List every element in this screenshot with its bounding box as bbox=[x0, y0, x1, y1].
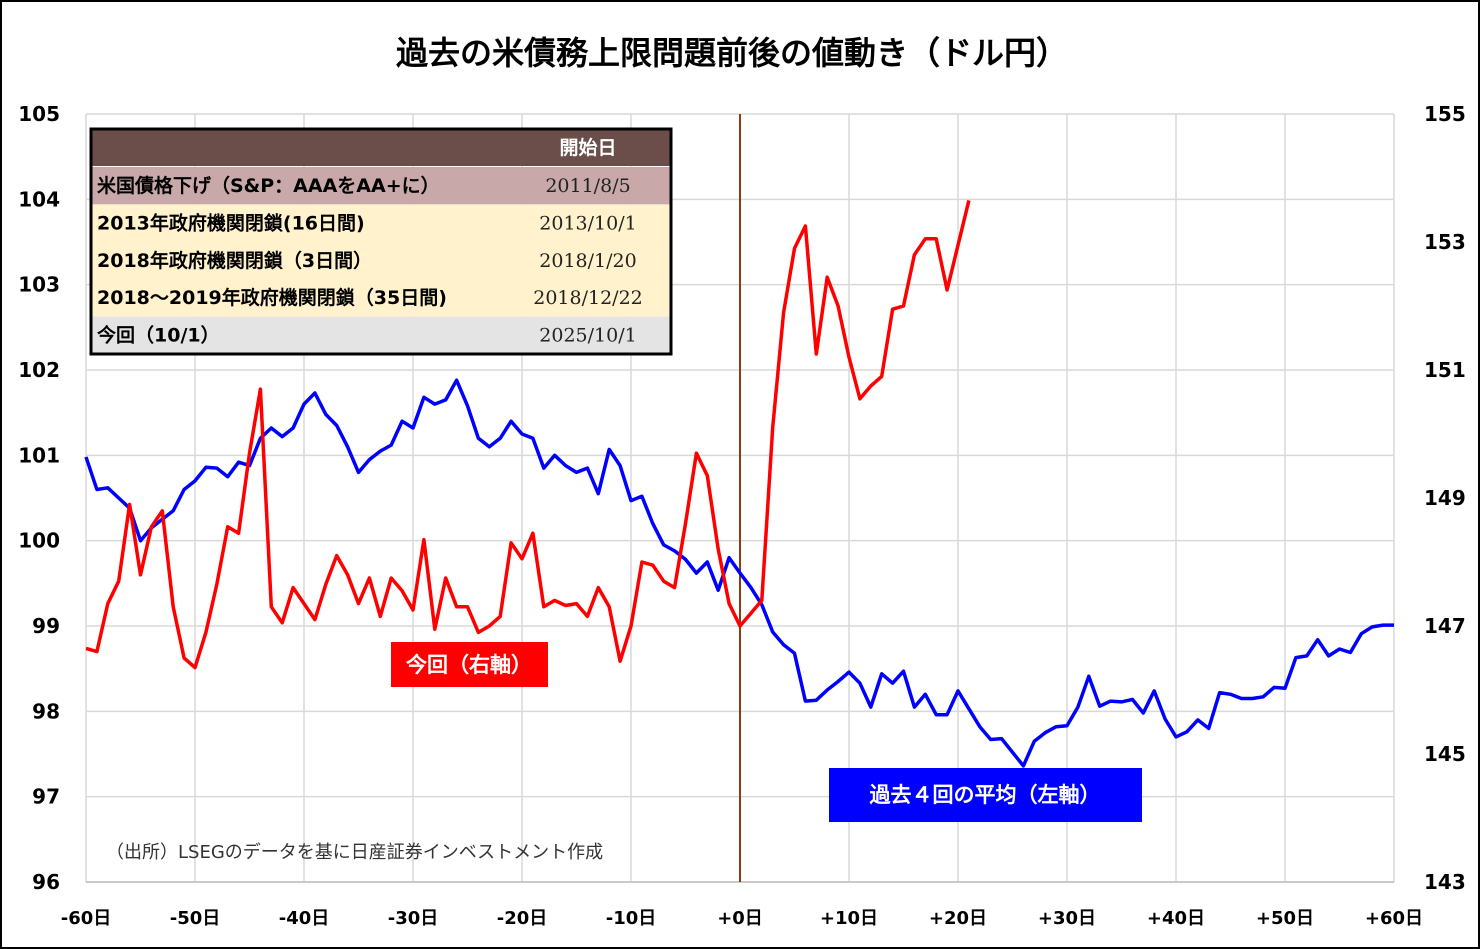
left-tick-label: 103 bbox=[18, 273, 60, 297]
current-label-box bbox=[391, 642, 548, 687]
left-tick-label: 100 bbox=[18, 529, 60, 553]
legend-row-bg bbox=[92, 316, 670, 354]
x-tick-label: -20日 bbox=[497, 908, 548, 929]
left-tick-label: 104 bbox=[18, 187, 60, 211]
x-tick-label: +60日 bbox=[1365, 908, 1423, 929]
legend-row-label: 2018～2019年政府機関閉鎖（35日間) bbox=[97, 286, 447, 309]
right-tick-label: 145 bbox=[1424, 742, 1466, 766]
left-tick-label: 101 bbox=[18, 443, 60, 467]
legend-row-bg bbox=[92, 204, 670, 242]
left-tick-label: 105 bbox=[18, 102, 60, 126]
right-tick-label: 153 bbox=[1424, 230, 1466, 254]
x-tick-label: -40日 bbox=[279, 908, 330, 929]
current-series-label: 今回（右軸） bbox=[406, 653, 532, 677]
right-axis-ticks: 143 145 147 149 151 153 155 bbox=[1424, 102, 1466, 894]
left-tick-label: 102 bbox=[18, 358, 60, 382]
chart-title: 過去の米債務上限問題前後の値動き（ドル円） bbox=[396, 34, 1068, 72]
legend-row-date: 2025/10/1 bbox=[539, 325, 636, 347]
average-series-label: 過去４回の平均（左軸） bbox=[870, 783, 1101, 807]
x-tick-label: -30日 bbox=[388, 908, 439, 929]
legend-row-bg bbox=[92, 167, 670, 205]
left-tick-label: 99 bbox=[32, 614, 60, 638]
legend-row-date: 2018/1/20 bbox=[539, 250, 636, 272]
x-tick-label: -50日 bbox=[170, 908, 221, 929]
x-tick-label: +10日 bbox=[820, 908, 878, 929]
right-tick-label: 155 bbox=[1424, 102, 1466, 126]
legend-border bbox=[89, 127, 673, 356]
legend-row-label: 米国債格下げ（S&P：AAAをAA+に） bbox=[97, 174, 440, 197]
legend-row-date: 2018/12/22 bbox=[533, 287, 643, 309]
legend-row-bg bbox=[92, 279, 670, 317]
legend-row-date: 2011/8/5 bbox=[545, 175, 630, 197]
x-tick-label: +30日 bbox=[1038, 908, 1096, 929]
legend-row-date: 2013/10/1 bbox=[539, 212, 636, 234]
legend-header-bg bbox=[92, 130, 670, 166]
left-axis-ticks: 96 97 98 99 100 101 102 103 104 105 bbox=[18, 102, 60, 894]
right-tick-label: 143 bbox=[1424, 870, 1466, 894]
x-axis-ticks: -60日 -50日 -40日 -30日 -20日 -10日 +0日 +10日 +20日 +30日 +… bbox=[61, 908, 1423, 929]
source-note: （出所）LSEGのデータを基に日産証券インベストメント作成 bbox=[106, 842, 603, 863]
x-tick-label: +50日 bbox=[1256, 908, 1314, 929]
legend-table: 開始日 米国債格下げ（S&P：AAAをAA+に） 2011/8/5 2013年政府機… bbox=[89, 127, 673, 356]
legend-row-label: 今回（10/1） bbox=[96, 324, 220, 347]
right-tick-label: 147 bbox=[1424, 614, 1466, 638]
x-tick-label: +20日 bbox=[929, 908, 987, 929]
left-tick-label: 97 bbox=[32, 785, 60, 809]
x-tick-label: +40日 bbox=[1147, 908, 1205, 929]
x-tick-label: -60日 bbox=[61, 908, 112, 929]
legend-row-bg bbox=[92, 241, 670, 280]
x-tick-label: -10日 bbox=[606, 908, 657, 929]
legend-row-label: 2018年政府機関閉鎖（3日間） bbox=[97, 249, 372, 272]
right-tick-label: 149 bbox=[1424, 486, 1466, 510]
right-tick-label: 151 bbox=[1424, 358, 1466, 382]
x-tick-label: +0日 bbox=[717, 908, 763, 929]
legend-row-label: 2013年政府機関閉鎖(16日間) bbox=[97, 211, 365, 234]
left-tick-label: 98 bbox=[32, 699, 60, 723]
series-line-average bbox=[84, 378, 1394, 768]
legend-header-label: 開始日 bbox=[559, 136, 616, 159]
average-label-box bbox=[829, 768, 1142, 822]
series-line-current bbox=[85, 199, 971, 670]
left-tick-label: 96 bbox=[32, 870, 60, 894]
